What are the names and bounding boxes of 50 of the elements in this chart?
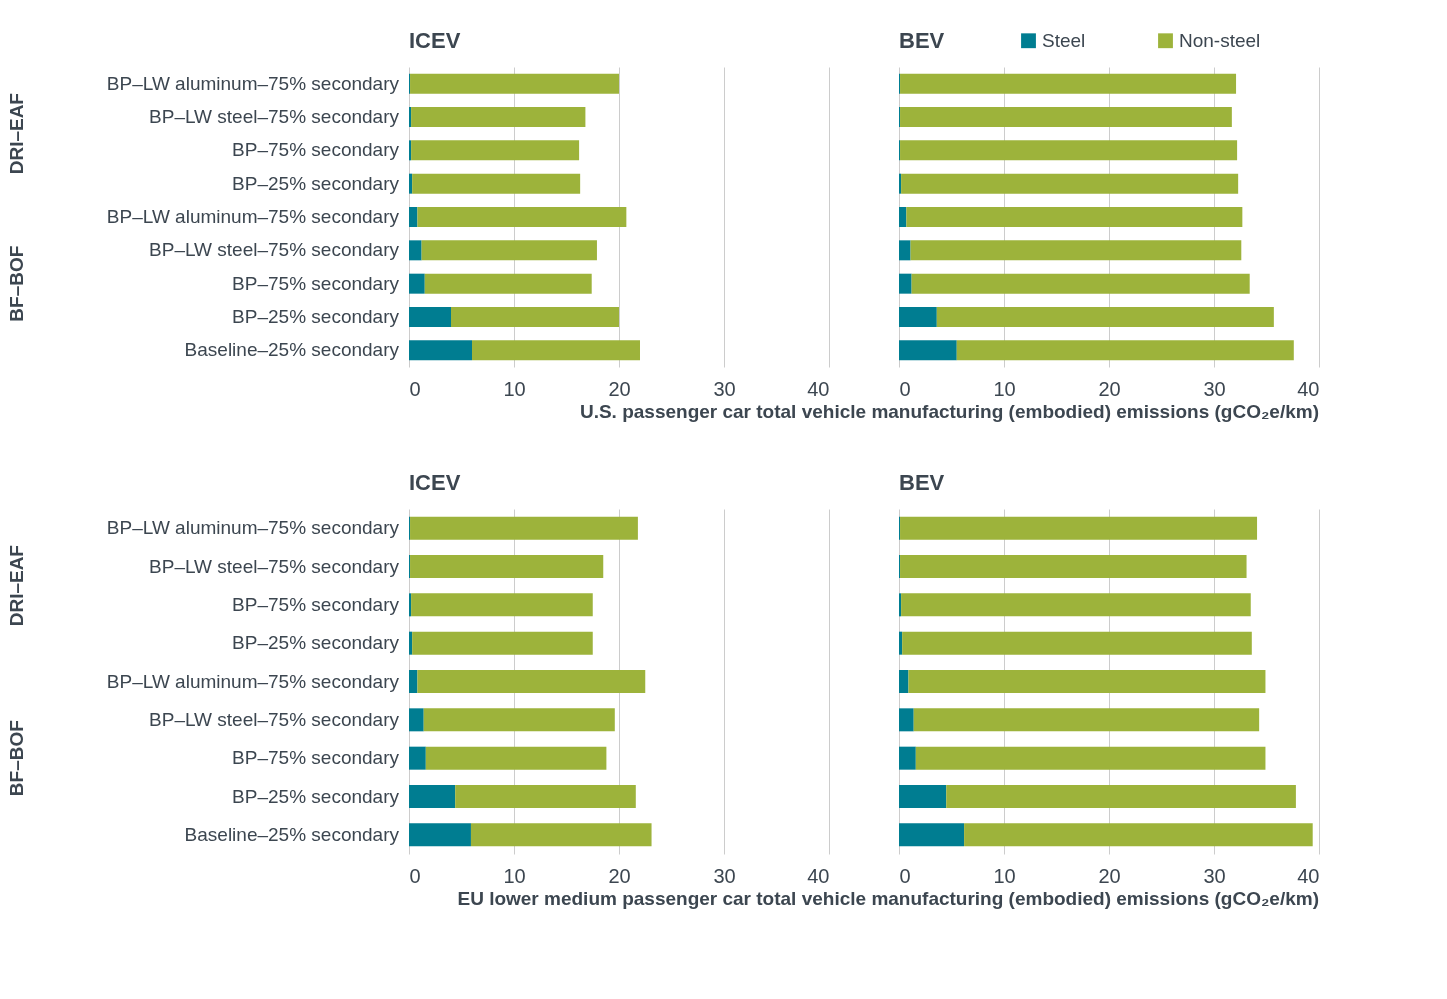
x-tick-label: 20 <box>1098 377 1121 400</box>
text: DRI–EAF <box>6 93 27 175</box>
x-tick-label: 30 <box>713 377 736 400</box>
text: DRI–EAF <box>6 545 27 627</box>
x-tick-label: 10 <box>993 864 1016 887</box>
x-tick-label: 20 <box>608 864 631 887</box>
y-tick-label: BP–LW steel–75% secondary <box>149 239 400 261</box>
y-tick-label: BP–LW aluminum–75% secondary <box>106 206 400 227</box>
x-tick-label: 40 <box>807 864 830 887</box>
x-tick-label: 0 <box>899 864 911 887</box>
y-tick-label: BP–25% secondary <box>232 785 400 807</box>
x-tick-label: 10 <box>993 377 1016 400</box>
chart-title: BEV <box>899 470 945 495</box>
x-tick-label: 40 <box>807 377 830 400</box>
y-tick-label: BP–75% secondary <box>232 272 400 294</box>
legend-label: Steel <box>1042 29 1086 51</box>
y-tick-label: BP–LW steel–75% secondary <box>149 106 400 127</box>
y-tick-label: BP–LW steel–75% secondary <box>149 708 400 730</box>
x-tick-label: 10 <box>503 377 526 400</box>
y-tick-label: Baseline–25% secondary <box>184 339 400 361</box>
y-tick-label: BP–25% secondary <box>232 632 400 654</box>
legend-label: Non-steel <box>1179 29 1261 51</box>
x-tick-label: 20 <box>1098 864 1121 887</box>
x-tick-label: 20 <box>608 377 631 400</box>
y-tick-label: BP–75% secondary <box>232 139 400 161</box>
x-tick-label: 0 <box>899 377 911 400</box>
y-tick-label: BP–25% secondary <box>232 172 400 194</box>
x-tick-label: 0 <box>409 864 421 887</box>
x-tick-label: 0 <box>409 377 421 400</box>
chart-title: BEV <box>899 28 945 53</box>
x-tick-label: 30 <box>1203 377 1226 400</box>
y-tick-label: BP–LW aluminum–75% secondary <box>106 517 400 539</box>
y-tick-label: BP–75% secondary <box>232 593 400 615</box>
x-tick-label: 30 <box>1203 864 1226 887</box>
y-tick-label: Baseline–25% secondary <box>184 823 400 845</box>
chart-title: ICEV <box>409 470 461 495</box>
y-tick-label: BP–25% secondary <box>232 306 400 327</box>
y-tick-label: BP–LW aluminum–75% secondary <box>106 72 400 94</box>
x-tick-label: 10 <box>503 864 526 887</box>
chart-title: ICEV <box>409 28 461 53</box>
x-tick-label: 30 <box>713 864 736 887</box>
x-axis-title: U.S. passenger car total vehicle manufacturing (embodied) emissions (gCO₂e/km) <box>579 401 1319 422</box>
y-tick-label: BP–LW aluminum–75% secondary <box>106 670 400 692</box>
x-axis-title: EU lower medium passenger car total vehicle manufacturing (embodied) emissions (gCO₂e/km) <box>457 888 1319 909</box>
text: BF–BOF <box>6 720 27 797</box>
text: BF–BOF <box>6 245 27 322</box>
x-tick-label: 40 <box>1297 377 1320 400</box>
y-tick-label: BP–LW steel–75% secondary <box>149 555 400 577</box>
y-tick-label: BP–75% secondary <box>232 747 400 769</box>
x-tick-label: 40 <box>1297 864 1320 887</box>
